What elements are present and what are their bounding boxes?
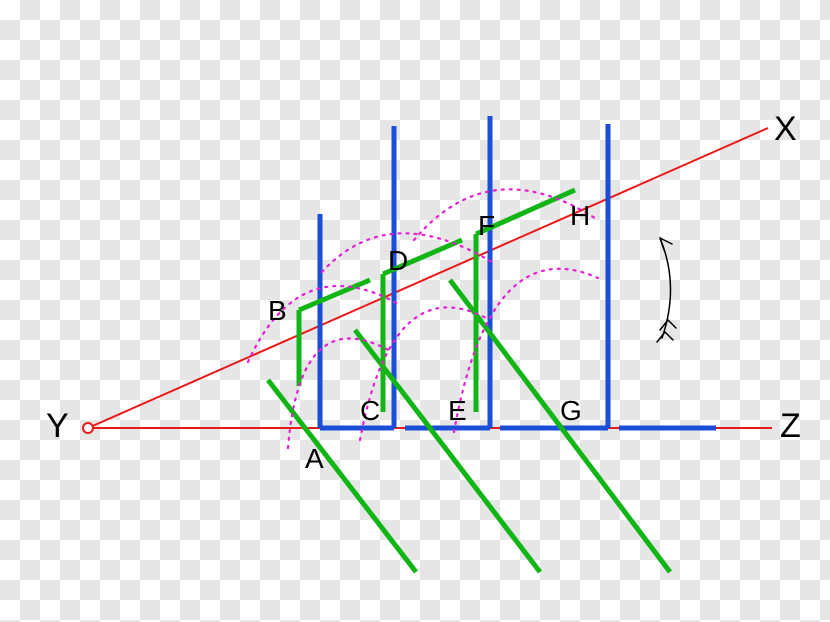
label-F: F bbox=[478, 210, 495, 241]
label-A: A bbox=[305, 443, 324, 474]
label-H: H bbox=[570, 200, 590, 231]
line-YX bbox=[88, 128, 768, 428]
label-E: E bbox=[448, 395, 467, 426]
label-Z: Z bbox=[780, 407, 801, 445]
arrow-feather-2 bbox=[657, 332, 673, 342]
label-D: D bbox=[388, 245, 408, 276]
red-axes bbox=[83, 128, 772, 433]
label-C: C bbox=[360, 395, 380, 426]
label-B: B bbox=[268, 295, 287, 326]
label-X: X bbox=[774, 110, 797, 148]
arrow-feather-1 bbox=[660, 320, 676, 330]
green-top-1 bbox=[299, 280, 370, 310]
diagram-svg: X Y Z A B C D E F G H bbox=[0, 0, 830, 622]
label-G: G bbox=[560, 395, 582, 426]
arrow-head bbox=[660, 238, 672, 250]
point-Y-marker bbox=[83, 423, 93, 433]
blue-segments bbox=[320, 116, 716, 428]
label-Y: Y bbox=[46, 407, 69, 445]
feathered-arrow bbox=[657, 238, 676, 342]
